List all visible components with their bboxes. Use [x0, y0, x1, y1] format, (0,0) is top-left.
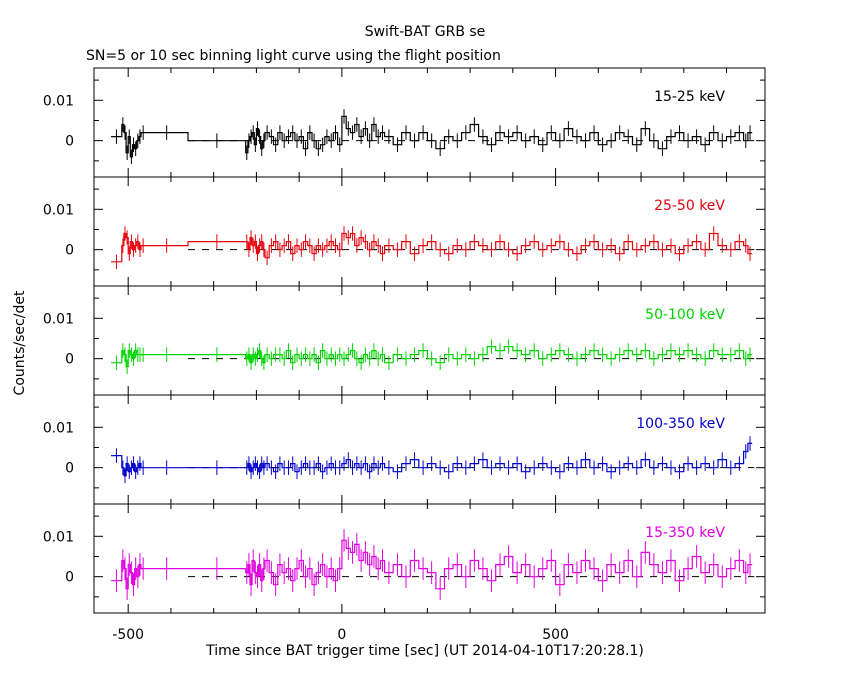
x-axis: -500 0 500 [112, 627, 569, 643]
series-line [111, 346, 753, 368]
y-tick-label: 0.01 [43, 529, 74, 545]
y-tick-label: 0.01 [43, 93, 74, 109]
panel-frame [93, 176, 766, 287]
panel-3: 0 0.01 50-100 keV [43, 285, 766, 396]
x-axis-label: Time since BAT trigger time [sec] (UT 20… [205, 643, 644, 659]
band-label: 15-350 keV [645, 525, 725, 541]
y-tick-label: 0.01 [43, 420, 74, 436]
panel-frame [93, 67, 766, 178]
y-tick-label: 0 [65, 134, 74, 150]
band-label: 15-25 keV [654, 89, 725, 105]
series-line [111, 115, 753, 158]
series-line [111, 442, 753, 477]
y-axis-label: Counts/sec/det [12, 290, 28, 395]
y-tick-label: 0.01 [43, 202, 74, 218]
chart-title: Swift-BAT GRB se [365, 24, 486, 40]
x-tick-label: 0 [337, 627, 346, 643]
band-label: 50-100 keV [645, 307, 725, 323]
series-line [111, 539, 753, 590]
chart-subtitle: SN=5 or 10 sec binning light curve using… [86, 48, 501, 64]
y-tick-label: 0 [65, 570, 74, 586]
panel-5: 0 0.01 15-350 keV [43, 503, 766, 614]
panel-1: 0 0.01 15-25 keV [43, 67, 766, 178]
panel-frame [93, 503, 766, 614]
y-tick-label: 0 [65, 243, 74, 259]
series-line [111, 232, 753, 263]
band-label: 100-350 keV [636, 416, 725, 432]
band-label: 25-50 keV [654, 198, 725, 214]
panel-frame [93, 394, 766, 505]
y-tick-label: 0 [65, 352, 74, 368]
y-tick-label: 0 [65, 461, 74, 477]
x-tick-label: 500 [542, 627, 569, 643]
x-tick-label: -500 [112, 627, 144, 643]
y-tick-label: 0.01 [43, 311, 74, 327]
panel-4: 0 0.01 100-350 keV [43, 394, 766, 505]
panel-stack: 0 0.01 15-25 keV 0 0.01 25-50 keV 0 0.01 50-100 … [43, 67, 766, 614]
panel-frame [93, 285, 766, 396]
panel-2: 0 0.01 25-50 keV [43, 176, 766, 287]
